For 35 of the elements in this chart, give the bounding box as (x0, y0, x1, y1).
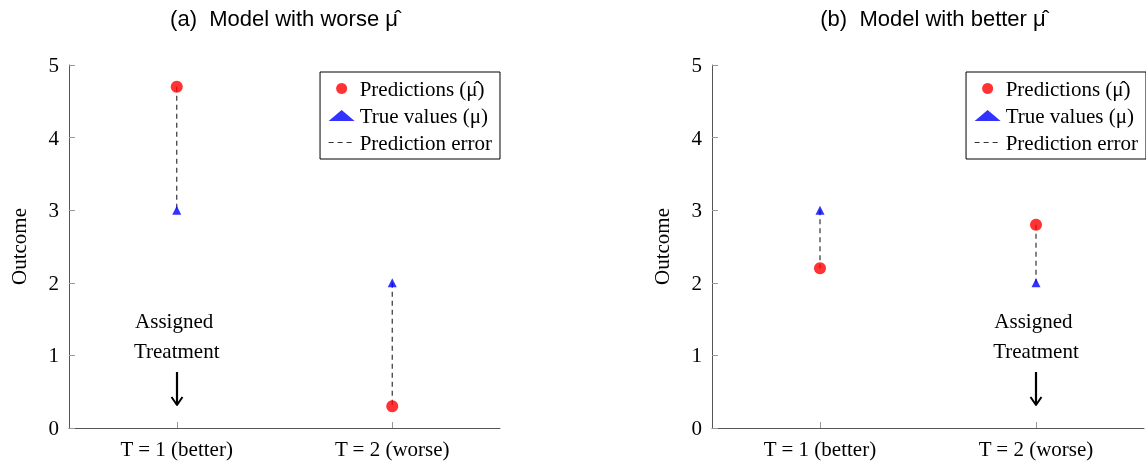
y-tick-label: 1 (691, 343, 702, 368)
y-tick-label: 2 (48, 270, 59, 295)
y-tick-label: 3 (691, 198, 702, 223)
point (170, 80, 183, 93)
point (1031, 278, 1041, 288)
point (386, 400, 399, 413)
x-tick-label: T = 2 (worse) (978, 436, 1094, 461)
x-tick-label: T = 1 (better) (120, 436, 233, 461)
y-axis-title: Outcome (649, 208, 674, 285)
annotation: Assigned Treatment (133, 309, 220, 363)
y-tick-label: 4 (48, 125, 60, 150)
legend-label: Predictions (μ̂) (1005, 76, 1131, 101)
y-tick-label: 2 (691, 270, 702, 295)
y-tick-label: 4 (691, 125, 703, 150)
legend-label: Prediction error (1005, 130, 1139, 155)
y-tick-label: 3 (48, 198, 59, 223)
legend-label: True values (μ) (1005, 103, 1134, 128)
legend-label: True values (μ) (359, 103, 488, 128)
legend-label: Prediction error (359, 130, 493, 155)
point (1030, 218, 1042, 231)
y-tick-label: 1 (48, 343, 59, 368)
chart-title: (b) Model with better μ̂ (820, 5, 1050, 31)
annotation: Assigned Treatment (993, 309, 1079, 363)
y-tick-label: 0 (48, 416, 59, 440)
chart-title: (a) Model with worse μ̂ (170, 5, 402, 31)
y-axis-title: Outcome (6, 208, 31, 285)
y-tick-label: 5 (691, 53, 702, 77)
point (815, 205, 825, 215)
y-tick-label: 5 (48, 53, 59, 77)
legend-label: Predictions (μ̂) (359, 76, 485, 101)
y-tick-label: 0 (691, 416, 702, 440)
x-tick-label: T = 1 (better) (763, 436, 877, 461)
point (172, 205, 182, 215)
point (814, 262, 826, 275)
x-tick-label: T = 2 (worse) (334, 436, 450, 461)
